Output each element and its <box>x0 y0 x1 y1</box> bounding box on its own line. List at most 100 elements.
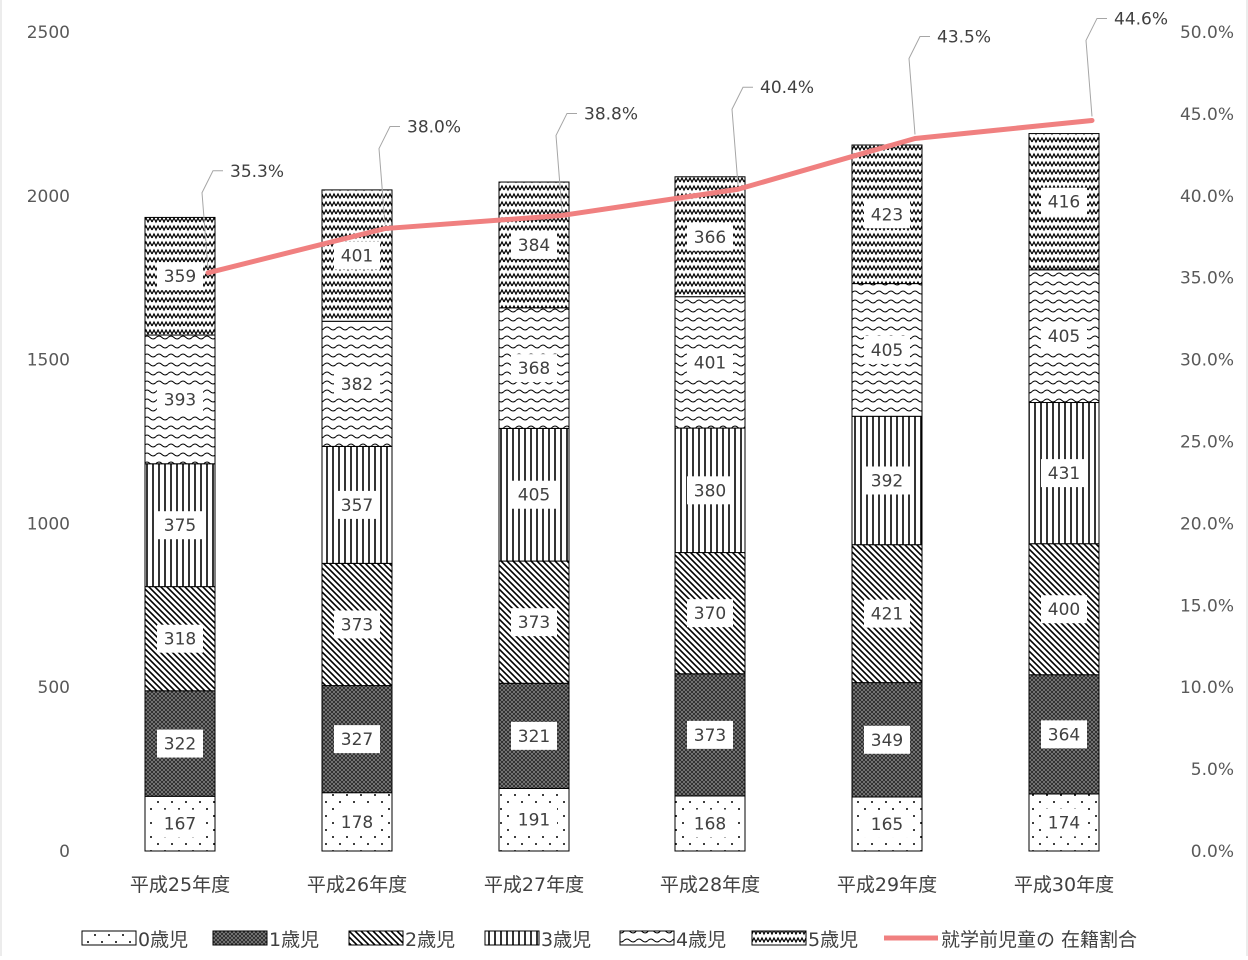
left-tick-label: 1000 <box>27 514 70 534</box>
segment-label-box <box>1041 322 1087 351</box>
segment-value-label: 384 <box>518 236 550 256</box>
segment-label-box <box>1041 808 1087 837</box>
segment-value-label: 349 <box>871 731 903 751</box>
legend-swatch <box>81 930 137 946</box>
segment-value-label: 167 <box>164 815 196 835</box>
legend-swatch <box>619 930 675 946</box>
right-tick-label: 20.0% <box>1180 514 1234 534</box>
right-tick-label: 15.0% <box>1180 596 1234 616</box>
segment-label-box <box>687 476 733 505</box>
right-tick-label: 50.0% <box>1180 23 1234 43</box>
segment-value-label: 322 <box>164 735 196 755</box>
right-tick-label: 40.0% <box>1180 187 1234 207</box>
legend-label: 5歳児 <box>808 929 858 951</box>
segment-label-box <box>157 385 203 414</box>
legend-swatch <box>212 930 268 946</box>
ratio-line-layer: 35.3% 38.0% 38.8% 40.4% 43.5% 44.6% <box>201 9 1168 276</box>
segment-value-label: 373 <box>518 613 550 633</box>
ratio-leader-line <box>1085 17 1107 117</box>
segment-value-label: 178 <box>341 813 373 833</box>
right-axis: 0.0% 5.0% 10.0% 15.0% 20.0% 25.0% 30.0% 35.0% 40… <box>1180 23 1234 862</box>
ratio-data-label: 44.6% <box>1114 9 1168 29</box>
category-label: 平成25年度 <box>130 874 230 896</box>
ratio-data-label: 40.4% <box>760 78 814 98</box>
segment-value-label: 380 <box>694 481 726 501</box>
segment-label-box <box>334 490 380 519</box>
segment-label-box <box>864 200 910 229</box>
segment-label-box <box>157 624 203 653</box>
segment-label-box <box>864 809 910 838</box>
legend-label: 4歳児 <box>676 929 726 951</box>
bars: 167 322 318 375 393 359 178 327 373 357 382 401 191 3… <box>144 133 1100 852</box>
segment-label-box <box>334 725 380 754</box>
segment-value-label: 400 <box>1048 600 1080 620</box>
legend-label: 2歳児 <box>405 929 455 951</box>
segment-value-label: 165 <box>871 815 903 835</box>
segment-value-label: 373 <box>694 726 726 746</box>
ratio-leader-line <box>908 35 930 135</box>
category-axis: 平成25年度 平成26年度 平成27年度 平成28年度 平成29年度 平成30年度 <box>130 874 1114 896</box>
segment-label-box <box>864 599 910 628</box>
segment-label-box <box>157 809 203 838</box>
legend-label: 就学前児童の 在籍割合 <box>941 929 1137 951</box>
segment-value-label: 405 <box>871 341 903 361</box>
segment-label-box <box>1041 595 1087 624</box>
segment-value-label: 191 <box>518 811 550 831</box>
segment-value-label: 423 <box>871 205 903 225</box>
segment-label-box <box>511 230 557 259</box>
segment-label-box <box>511 805 557 834</box>
segment-value-label: 364 <box>1048 725 1080 745</box>
ratio-leader-line <box>201 170 223 269</box>
segment-label-box <box>1041 459 1087 488</box>
legend-label: 3歳児 <box>541 929 591 951</box>
segment-value-label: 405 <box>518 486 550 506</box>
segment-label-box <box>334 610 380 639</box>
ratio-data-label: 43.5% <box>937 27 991 47</box>
segment-label-box <box>511 608 557 637</box>
segment-label-box <box>157 262 203 291</box>
category-label: 平成27年度 <box>484 874 584 896</box>
left-tick-label: 500 <box>38 678 70 698</box>
segment-label-box <box>1041 187 1087 216</box>
legend-swatch <box>484 930 540 946</box>
right-tick-label: 25.0% <box>1180 433 1234 453</box>
segment-label-box <box>334 807 380 836</box>
segment-value-label: 368 <box>518 359 550 379</box>
segment-label-box <box>687 809 733 838</box>
segment-label-box <box>334 241 380 270</box>
right-tick-label: 5.0% <box>1191 760 1234 780</box>
segment-value-label: 393 <box>164 390 196 410</box>
category-label: 平成26年度 <box>307 874 407 896</box>
left-axis: 0 500 1000 1500 2000 2500 <box>27 23 70 862</box>
ratio-data-label: 38.0% <box>407 118 461 138</box>
segment-label-box <box>864 725 910 754</box>
segment-value-label: 174 <box>1048 813 1080 833</box>
segment-label-box <box>687 348 733 377</box>
legend-swatch <box>751 930 807 946</box>
segment-value-label: 382 <box>341 375 373 395</box>
segment-label-box <box>334 369 380 398</box>
segment-label-box <box>511 354 557 383</box>
segment-label-box <box>511 721 557 750</box>
left-tick-label: 1500 <box>27 351 70 371</box>
left-tick-label: 2500 <box>27 23 70 43</box>
category-label: 平成28年度 <box>660 874 760 896</box>
segment-value-label: 357 <box>341 496 373 516</box>
left-tick-label: 0 <box>59 842 70 862</box>
legend-label: 0歳児 <box>138 929 188 951</box>
category-label: 平成29年度 <box>837 874 937 896</box>
segment-value-label: 373 <box>341 615 373 635</box>
segment-label-box <box>157 729 203 758</box>
segment-value-label: 375 <box>164 516 196 536</box>
segment-label-box <box>687 599 733 628</box>
segment-value-label: 318 <box>164 630 196 650</box>
ratio-data-label: 38.8% <box>584 104 638 124</box>
segment-value-label: 327 <box>341 730 373 750</box>
segment-label-box <box>864 335 910 364</box>
segment-value-label: 421 <box>871 605 903 625</box>
segment-label-box <box>511 480 557 509</box>
segment-value-label: 168 <box>694 814 726 834</box>
segment-label-box <box>157 511 203 540</box>
segment-value-label: 401 <box>694 353 726 373</box>
